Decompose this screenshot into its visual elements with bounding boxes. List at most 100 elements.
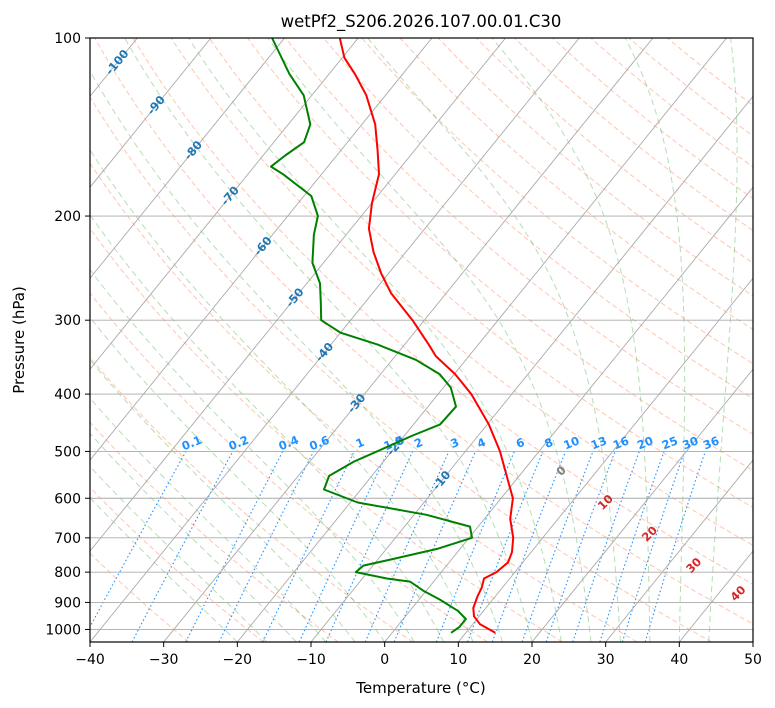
mixing-ratio-line <box>599 451 665 642</box>
x-tick-label: −40 <box>75 652 105 668</box>
plot-frame <box>89 37 754 643</box>
moist-adiabat-label: 10 <box>595 492 616 513</box>
mixing-ratio-line <box>131 451 234 642</box>
mixing-ratio-label: 25 <box>660 433 680 452</box>
moist-adiabat <box>267 38 592 642</box>
dry-adiabat <box>90 292 488 642</box>
isotherm-label: -40 <box>312 340 336 365</box>
y-axis: 100 200 300 400 500 600 700 800 900 1000 <box>45 31 90 638</box>
moist-adiabat <box>367 38 621 642</box>
dry-adiabat <box>90 552 190 642</box>
mixing-ratio-line <box>90 451 187 628</box>
x-tick-label: −20 <box>223 652 253 668</box>
x-axis-title: Temperature (°C) <box>355 679 485 697</box>
y-tick-label: 900 <box>54 595 81 611</box>
isotherm-line <box>310 95 753 642</box>
x-tick-label: 30 <box>597 652 615 668</box>
moist-adiabat <box>491 38 651 642</box>
mixing-ratio-line <box>466 451 544 642</box>
mixing-ratio-line <box>435 451 515 642</box>
y-tick-label: 300 <box>54 313 81 329</box>
isotherm-line <box>90 38 359 370</box>
x-tick-label: 0 <box>380 652 389 668</box>
dewpoint-profile <box>270 38 473 634</box>
x-tick-label: −10 <box>296 652 326 668</box>
mixing-ratio-line <box>491 451 567 642</box>
dry-adiabat <box>90 421 339 642</box>
moist-adiabat-label: 40 <box>727 583 748 604</box>
mixing-ratio-label: 16 <box>611 433 631 452</box>
dry-adiabat <box>323 38 753 400</box>
dry-adiabat <box>399 38 753 331</box>
isotherm-line <box>90 38 433 461</box>
moist-adiabat <box>624 38 686 642</box>
dry-adiabat <box>590 38 753 168</box>
mixing-ratio-label: 1 <box>354 435 367 451</box>
isotherm-label: -80 <box>181 138 205 163</box>
temperature-profile <box>338 38 515 634</box>
mixing-ratio-label: 4 <box>475 435 488 451</box>
dry-adiabat <box>90 162 638 642</box>
dry-adiabat <box>132 38 753 585</box>
moist-adiabat <box>90 268 415 642</box>
moist-adiabat <box>90 213 445 642</box>
x-tick-label: 20 <box>523 652 541 668</box>
mixing-ratio-label: 36 <box>701 433 721 452</box>
mixing-ratio-label: 2 <box>412 435 425 451</box>
y-tick-label: 1000 <box>45 622 81 638</box>
moist-adiabat <box>90 316 386 642</box>
isotherm-line <box>90 38 580 642</box>
isotherm-line <box>752 641 753 642</box>
isotherm-label: -50 <box>283 285 307 310</box>
dry-adiabat <box>437 38 753 297</box>
dry-adiabat <box>94 38 753 625</box>
y-tick-label: 500 <box>54 444 81 460</box>
isotherm-line <box>384 186 753 642</box>
isotherm-line <box>90 38 506 552</box>
isotherm-labels: -100-90-80-70-60-50-40-30-20-10 <box>102 47 453 493</box>
y-tick-label: 400 <box>54 387 81 403</box>
y-tick-label: 700 <box>54 531 81 547</box>
moist-adiabat <box>90 70 503 642</box>
mixing-ratio-label: 10 <box>561 433 581 452</box>
y-axis-title: Pressure (hPa) <box>10 286 28 394</box>
isotherm-label: -70 <box>218 183 242 208</box>
mixing-ratio-label: 30 <box>680 433 700 452</box>
isotherm-line <box>457 277 753 642</box>
mixing-ratio-line <box>262 451 355 642</box>
isotherm-line <box>605 459 753 642</box>
y-tick-label: 800 <box>54 565 81 581</box>
isotherm-line <box>90 38 285 279</box>
y-tick-label: 600 <box>54 491 81 507</box>
mixing-ratio-line <box>621 451 686 642</box>
dry-adiabat <box>666 38 753 107</box>
dry-adiabat <box>552 38 753 200</box>
mixing-ratio-line <box>185 451 284 642</box>
mixing-ratio-label: 20 <box>635 433 655 452</box>
moist-adiabat <box>708 38 738 642</box>
isotherm-line <box>531 368 753 642</box>
mixing-ratio-labels: 0.1 0.2 0.4 0.6 1 1.5 2 3 4 6 8 10 13 16 20 25 30 36 <box>180 433 721 454</box>
x-tick-label: 50 <box>744 652 762 668</box>
mixing-ratio-line <box>218 451 315 642</box>
mixing-ratio-line <box>364 451 450 642</box>
isotherm-label: -100 <box>102 47 131 78</box>
moist-adiabat-label: 20 <box>639 523 660 544</box>
mixing-ratio-line <box>325 451 414 642</box>
dry-adiabat <box>361 38 753 365</box>
x-tick-label: −30 <box>149 652 179 668</box>
mixing-ratio-label: 0.6 <box>307 433 331 454</box>
moist-adiabat <box>90 149 474 642</box>
mixing-ratio-label: 8 <box>542 435 555 451</box>
y-tick-label: 100 <box>54 31 81 47</box>
x-tick-label: 10 <box>449 652 467 668</box>
mixing-ratio-line <box>298 451 389 642</box>
moist-adiabat-label: 30 <box>683 555 704 576</box>
profiles <box>270 38 515 634</box>
isotherm-line <box>163 38 654 642</box>
dry-adiabat <box>208 38 753 509</box>
isotherm-label: -60 <box>251 234 275 259</box>
isotherm-label: -90 <box>144 93 168 118</box>
